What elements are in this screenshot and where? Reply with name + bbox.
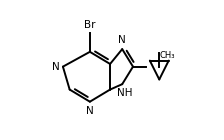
Text: Br: Br [84, 20, 96, 30]
Text: N: N [52, 62, 60, 72]
Text: N: N [86, 106, 94, 116]
Text: NH: NH [117, 88, 133, 98]
Text: N: N [118, 35, 126, 45]
Text: CH₃: CH₃ [160, 51, 175, 60]
